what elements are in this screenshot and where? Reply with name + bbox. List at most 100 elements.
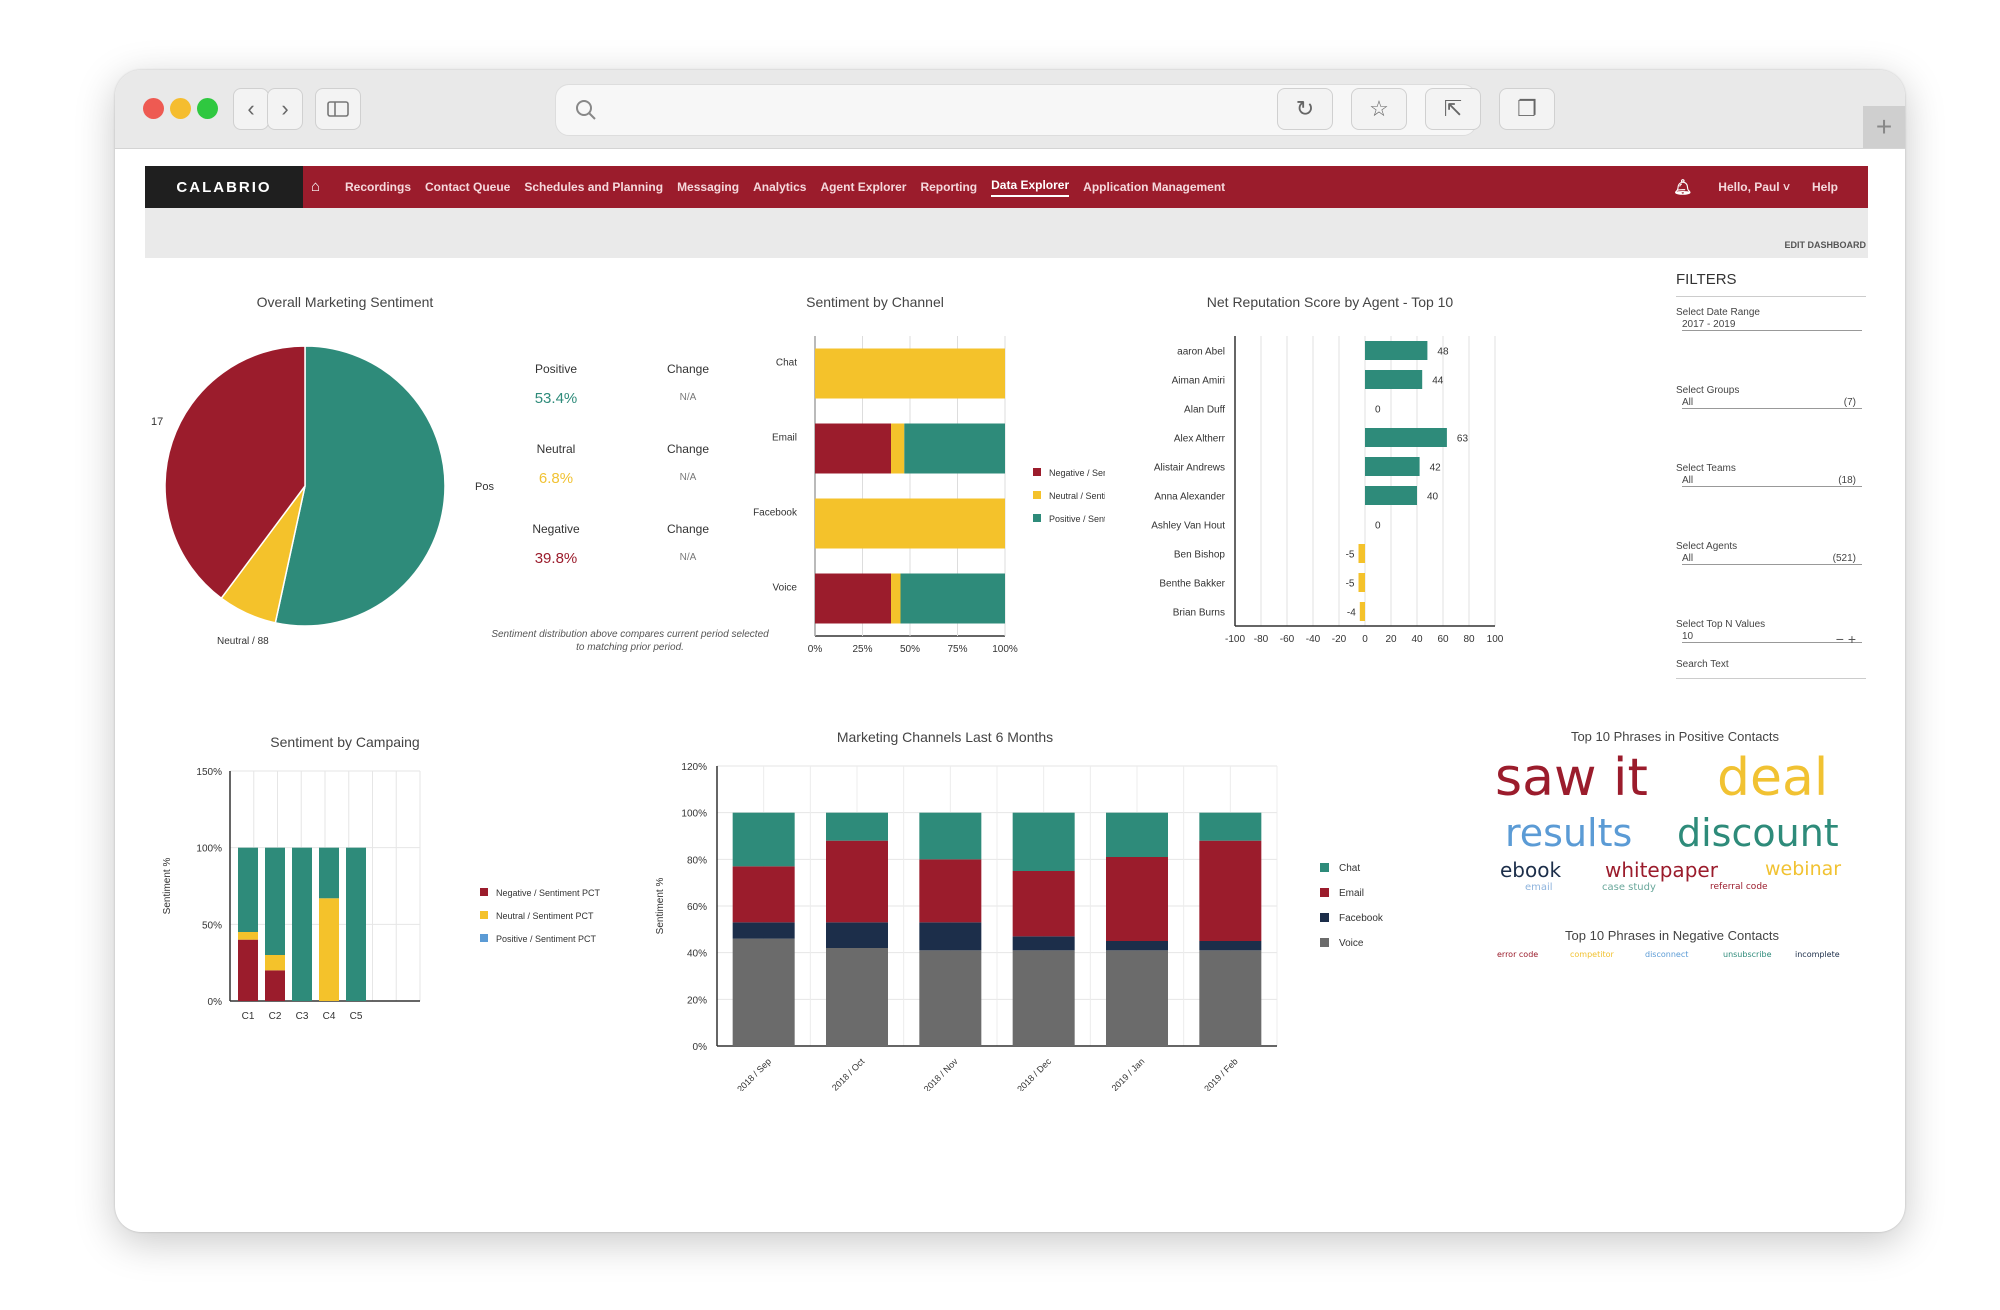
marketing-legend-swatch [1320, 913, 1329, 922]
marketing-x-tick: 2019 / Jan [1110, 1056, 1147, 1091]
rep-bar [1365, 370, 1423, 389]
nav-item-reporting[interactable]: Reporting [920, 180, 978, 194]
user-menu[interactable]: Hello, Paul ˅ [1718, 180, 1790, 194]
word-email: email [1525, 882, 1553, 893]
word-disconnect: disconnect [1645, 950, 1689, 959]
nav-item-data-explorer[interactable]: Data Explorer [991, 178, 1070, 197]
rep-agent-label: Aiman Amiri [1172, 376, 1225, 387]
rep-value-label: 40 [1427, 492, 1439, 503]
filter-select-date-range[interactable]: Select Date Range 2017 - 2019 [1676, 297, 1866, 375]
address-bar[interactable] [555, 84, 1477, 136]
nav-item-messaging[interactable]: Messaging [677, 180, 740, 194]
filter-value[interactable]: All [1682, 553, 1862, 565]
top-n-stepper[interactable]: − + [1835, 631, 1856, 647]
channel-bar-email-1 [891, 423, 905, 474]
nav-item-contact-queue[interactable]: Contact Queue [425, 180, 511, 194]
marketing-legend-swatch [1320, 863, 1329, 872]
sidebar-toggle-button[interactable] [315, 88, 361, 130]
maximize-window-button[interactable] [197, 98, 218, 119]
filter-select-teams[interactable]: Select Teams All (18) [1676, 453, 1866, 531]
marketing-bar-4-chat [1106, 812, 1168, 857]
reload-button[interactable]: ↻ [1277, 88, 1333, 130]
marketing-x-tick: 2018 / Dec [1015, 1056, 1053, 1091]
rep-x-tick: -20 [1332, 634, 1347, 645]
home-icon[interactable]: ⌂ [311, 178, 321, 195]
word-ebook: ebook [1500, 858, 1562, 882]
top-navbar: CALABRIO ⌂ Recordings Contact Queue Schedu… [145, 166, 1868, 208]
campaign-legend-swatch [480, 911, 488, 919]
filter-value[interactable]: 2017 - 2019 [1682, 319, 1862, 331]
marketing-bar-3-facebook [1012, 936, 1075, 951]
nav-item-recordings[interactable]: Recordings [345, 180, 412, 194]
chevron-right-icon: › [281, 96, 289, 121]
nav-item-schedules-and-planning[interactable]: Schedules and Planning [524, 180, 664, 194]
channel-legend-label: Negative / Sentiment PCT [1049, 468, 1105, 478]
positive-label: Positive [534, 362, 578, 376]
neutral-label: Neutral [536, 442, 576, 456]
positive-change: N/A [679, 392, 697, 403]
filter-value[interactable]: All [1682, 475, 1862, 487]
negative-change: N/A [679, 552, 697, 563]
campaign-bar-c4-1 [319, 898, 339, 1001]
marketing-bar-2-chat [919, 812, 982, 860]
minimize-window-button[interactable] [170, 98, 191, 119]
new-tab-button[interactable]: + [1863, 106, 1905, 148]
rep-agent-label: Alex Altherr [1174, 434, 1226, 445]
marketing-legend-swatch [1320, 888, 1329, 897]
filter-value[interactable]: 10 [1682, 631, 1862, 643]
campaign-legend-label: Neutral / Sentiment PCT [496, 911, 594, 921]
marketing-bar-5-facebook [1199, 941, 1262, 951]
nav-item-application-management[interactable]: Application Management [1083, 180, 1226, 194]
marketing-bar-0-email [732, 866, 795, 923]
marketing-bar-3-voice [1012, 950, 1075, 1046]
rep-value-label: 44 [1432, 376, 1444, 387]
sidebar-icon [327, 101, 349, 117]
rep-bar [1365, 486, 1417, 505]
forward-button[interactable]: › [267, 88, 303, 130]
calabrio-logo[interactable]: CALABRIO [145, 166, 303, 208]
edit-dashboard-button[interactable]: EDIT DASHBOARD [1784, 240, 1866, 250]
channel-x-tick: 0% [808, 644, 823, 655]
close-window-button[interactable] [143, 98, 164, 119]
filter-value[interactable]: All [1682, 397, 1862, 409]
neutral-change-label: Change [666, 442, 710, 456]
word-case-study: case study [1602, 882, 1656, 893]
search-text-label[interactable]: Search Text [1676, 659, 1866, 679]
rep-value-label: -5 [1346, 579, 1355, 590]
marketing-bar-5-chat [1199, 812, 1262, 841]
help-link[interactable]: Help [1811, 180, 1838, 194]
rep-value-label: 48 [1437, 347, 1449, 358]
filter-select-groups[interactable]: Select Groups All (7) [1676, 375, 1866, 453]
bookmark-button[interactable]: ☆ [1351, 88, 1407, 130]
rep-bar [1365, 457, 1420, 476]
campaign-legend-label: Negative / Sentiment PCT [496, 888, 601, 898]
marketing-bar-0-facebook [732, 922, 795, 939]
rep-agent-label: Ben Bishop [1174, 550, 1226, 561]
campaign-legend-swatch [480, 934, 488, 942]
rep-x-tick: 80 [1463, 634, 1475, 645]
filter-select-top-n-values[interactable]: Select Top N Values 10− + [1676, 609, 1866, 687]
back-button[interactable]: ‹ [233, 88, 269, 130]
bell-icon[interactable]: 🔔︎ [1673, 179, 1693, 196]
rep-x-tick: 60 [1437, 634, 1449, 645]
channel-x-tick: 100% [992, 644, 1018, 655]
marketing-y-tick: 60% [687, 902, 707, 913]
channel-bar-voice-0 [815, 573, 891, 624]
campaign-bar-c2-0 [265, 970, 285, 1001]
channel-legend-swatch [1033, 491, 1041, 499]
campaign-y-tick: 0% [208, 997, 223, 1008]
nav-item-agent-explorer[interactable]: Agent Explorer [820, 180, 907, 194]
filters-panel: FILTERS Select Date Range 2017 - 2019 Sele… [1676, 271, 1866, 679]
campaign-y-tick: 150% [196, 767, 222, 778]
channel-bar-email-2 [904, 423, 1005, 474]
nav-item-analytics[interactable]: Analytics [753, 180, 807, 194]
filter-label: Select Top N Values [1676, 619, 1766, 630]
marketing-y-tick: 20% [687, 995, 707, 1006]
marketing-bar-1-voice [826, 948, 888, 1046]
word-competitor: competitor [1570, 950, 1614, 959]
campaign-y-tick: 100% [196, 844, 222, 855]
share-button[interactable]: ⇱ [1425, 88, 1481, 130]
tabs-button[interactable]: ❐ [1499, 88, 1555, 130]
filter-label: Select Teams [1676, 463, 1736, 474]
filter-select-agents[interactable]: Select Agents All (521) [1676, 531, 1866, 609]
